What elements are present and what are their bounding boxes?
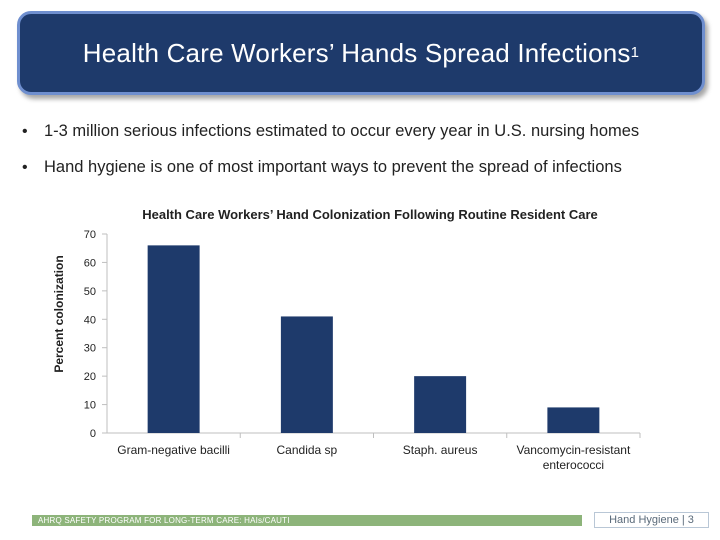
- y-tick-label: 70: [84, 229, 96, 241]
- y-tick-label: 60: [84, 257, 96, 269]
- y-tick-label: 50: [84, 286, 96, 298]
- y-tick-label: 0: [90, 428, 96, 440]
- x-category-label-line: Candida sp: [277, 443, 338, 457]
- footer-text: AHRQ SAFETY PROGRAM FOR LONG-TERM CARE: …: [38, 516, 290, 525]
- x-category-label: Gram-negative bacilli: [117, 443, 230, 457]
- bullet-text: 1-3 million serious infections estimated…: [44, 122, 640, 140]
- y-tick-label: 30: [84, 343, 96, 355]
- bullet-dot-icon: •: [22, 123, 28, 140]
- bullet-dot-icon: •: [22, 159, 28, 176]
- bar-1: [147, 245, 200, 433]
- colonization-bar-chart: Health Care Workers’ Hand Colonization F…: [52, 207, 641, 472]
- x-category-label-line: enterococci: [543, 458, 604, 472]
- slide-title-banner: Health Care Workers’ Hands Spread Infect…: [17, 11, 705, 95]
- bar-2: [280, 316, 333, 433]
- x-category-label: Vancomycin-resistant enterococci: [516, 443, 630, 472]
- page-number: Hand Hygiene | 3: [609, 514, 694, 526]
- bar-group: [147, 245, 641, 438]
- y-tick-group: 0 10 20 30 40 50 60 70: [84, 229, 107, 440]
- bar-4: [547, 407, 600, 433]
- x-category-label-line: Gram-negative bacilli: [117, 443, 230, 457]
- x-category-label-line: Staph. aureus: [403, 443, 478, 457]
- y-tick-label: 40: [84, 314, 96, 326]
- x-category-label: Staph. aureus: [403, 443, 478, 457]
- bullet-item: • Hand hygiene is one of most important …: [22, 158, 714, 177]
- y-axis-label: Percent colonization: [52, 255, 66, 372]
- y-tick-label: 20: [84, 371, 96, 383]
- slide-title: Health Care Workers’ Hands Spread Infect…: [82, 37, 631, 68]
- x-category-label-line: Vancomycin-resistant: [516, 443, 630, 457]
- bullet-item: • 1-3 million serious infections estimat…: [22, 122, 714, 141]
- bar-3: [414, 376, 467, 433]
- page-number-box: Hand Hygiene | 3: [594, 512, 709, 528]
- footer-bar: AHRQ SAFETY PROGRAM FOR LONG-TERM CARE: …: [32, 515, 582, 526]
- bullet-text: Hand hygiene is one of most important wa…: [44, 158, 622, 176]
- chart-title: Health Care Workers’ Hand Colonization F…: [142, 207, 598, 222]
- y-tick-label: 10: [84, 400, 96, 412]
- bullet-list: • 1-3 million serious infections estimat…: [22, 122, 714, 194]
- x-category-label: Candida sp: [277, 443, 338, 457]
- x-label-group: Gram-negative bacilli Candida sp Staph. au…: [117, 443, 631, 472]
